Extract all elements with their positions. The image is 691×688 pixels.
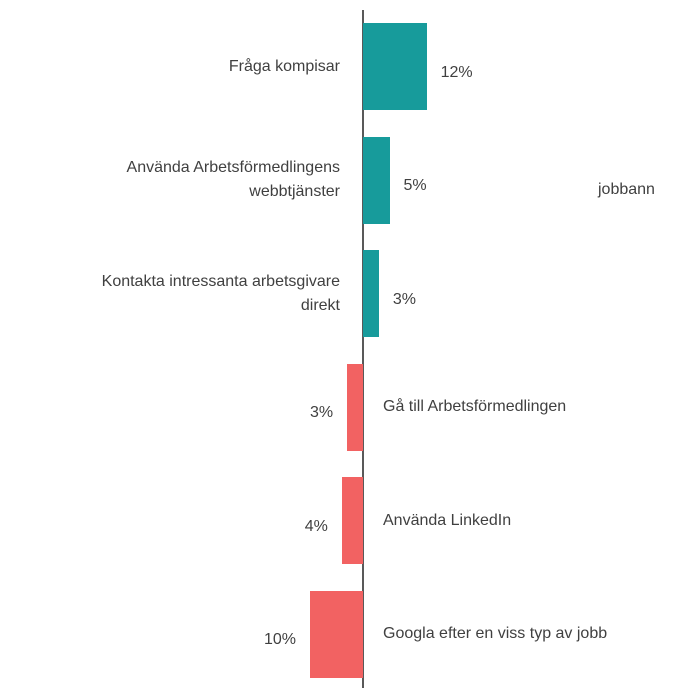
category-label: Fråga kompisar [228,57,340,75]
annotation: jobbann [598,181,655,198]
value-label: 4% [304,517,328,535]
category-label: Kontakta intressanta arbetsgivare direkt [101,272,340,314]
value-label: 5% [403,177,427,194]
value-label: 3% [392,290,417,308]
bar [363,136,390,224]
bar [363,250,379,337]
bar [341,477,363,564]
category-label: Använda Arbetsförmedlingens webbtjänster [126,159,340,200]
category-label: Använda LinkedIn [383,511,512,529]
value-label: 12% [440,63,473,81]
category-label: Gå till Arbetsförmedlingen [383,398,567,415]
bar [347,363,363,451]
axis-line [362,10,364,688]
bar [363,23,427,110]
value-label: 10% [263,631,296,648]
category-label: Googla efter en viss typ av jobb [383,625,608,642]
value-label: 3% [309,404,334,421]
bar [310,590,363,678]
